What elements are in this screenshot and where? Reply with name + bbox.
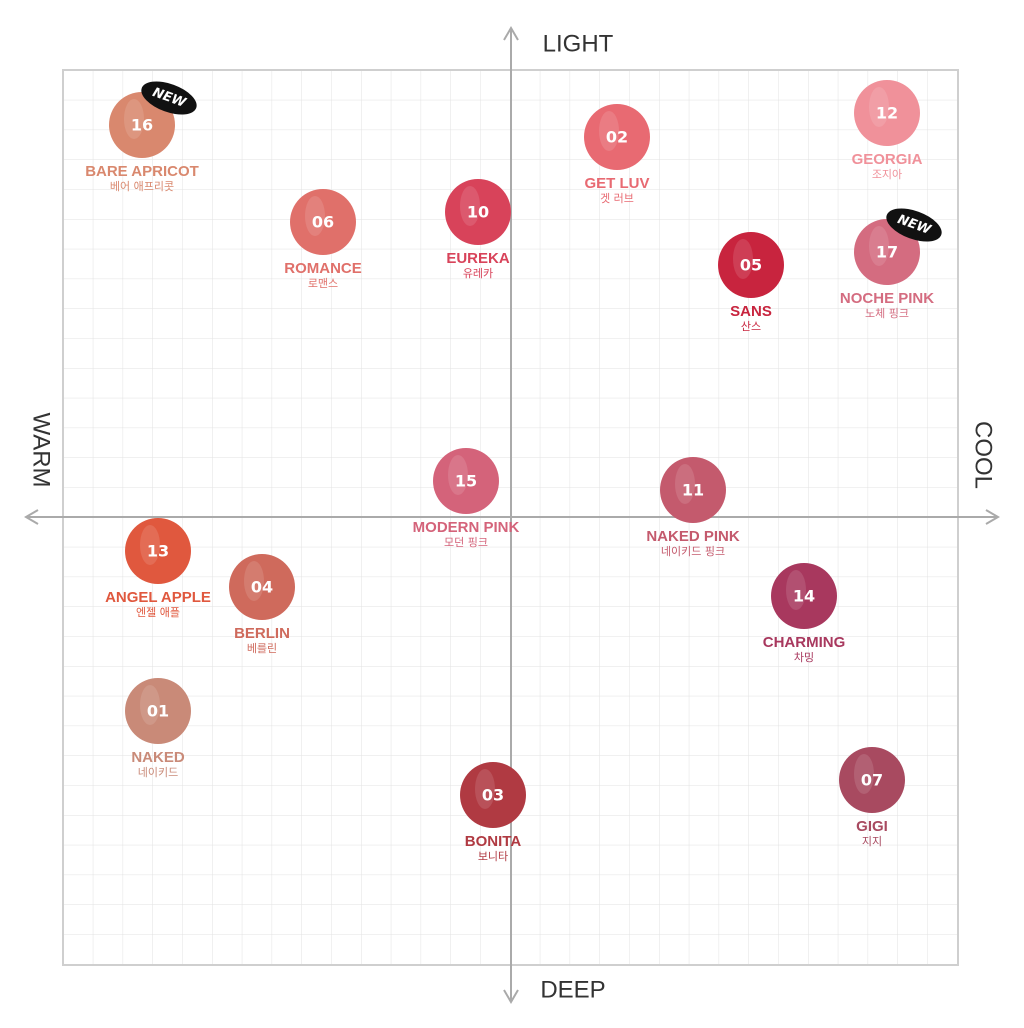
swatch-shine bbox=[448, 455, 468, 495]
swatch-shine bbox=[675, 464, 695, 504]
swatch-shine bbox=[460, 186, 480, 226]
shade-name-ko: 베어 애프리콧 bbox=[110, 180, 174, 193]
axis-bottom: DEEP bbox=[540, 976, 605, 1003]
swatch-shine bbox=[305, 196, 325, 236]
shade-name-ko: 노체 핑크 bbox=[865, 307, 909, 320]
swatch-shine bbox=[599, 111, 619, 151]
swatch-shine bbox=[854, 754, 874, 794]
axis-left: WARM bbox=[28, 412, 55, 487]
shade-name-ko: 산스 bbox=[741, 320, 761, 333]
shade-name: GIGI bbox=[856, 818, 888, 835]
shade-name: BARE APRICOT bbox=[85, 163, 199, 180]
shade-name: EUREKA bbox=[446, 250, 510, 267]
shade-name: NAKED PINK bbox=[646, 528, 740, 545]
shade-name: BONITA bbox=[465, 833, 522, 850]
swatch-shine bbox=[869, 226, 889, 266]
swatch bbox=[584, 104, 650, 170]
swatch-number: 01 bbox=[147, 702, 169, 721]
shade-name: SANS bbox=[730, 303, 772, 320]
swatch-shine bbox=[475, 769, 495, 809]
swatch-number: 14 bbox=[793, 587, 815, 606]
shade-name-ko: 조지아 bbox=[872, 168, 902, 181]
shade-name-ko: 로맨스 bbox=[308, 277, 338, 290]
shade-name: MODERN PINK bbox=[413, 519, 520, 536]
swatch-number: 16 bbox=[131, 116, 153, 135]
swatch bbox=[460, 762, 526, 828]
shade-name: CHARMING bbox=[763, 634, 846, 651]
axis-top: LIGHT bbox=[543, 30, 614, 57]
shade-name-ko: 모던 핑크 bbox=[444, 536, 488, 549]
shade-name-ko: 보니타 bbox=[478, 850, 508, 863]
shade-name-ko: 지지 bbox=[862, 835, 882, 848]
swatch-number: 06 bbox=[312, 213, 334, 232]
swatch-shine bbox=[124, 99, 144, 139]
swatch bbox=[660, 457, 726, 523]
swatch-number: 07 bbox=[861, 771, 883, 790]
shade-name: GET LUV bbox=[584, 175, 649, 192]
swatch bbox=[854, 80, 920, 146]
shade-name: NAKED bbox=[131, 749, 185, 766]
shade-name: GEORGIA bbox=[852, 151, 923, 168]
swatch-number: 17 bbox=[876, 243, 898, 262]
swatch-shine bbox=[786, 570, 806, 610]
swatch-shine bbox=[244, 561, 264, 601]
swatch bbox=[445, 179, 511, 245]
shade-name-ko: 차밍 bbox=[794, 651, 814, 664]
shade-name: NOCHE PINK bbox=[840, 290, 934, 307]
swatch-shine bbox=[869, 87, 889, 127]
swatch bbox=[290, 189, 356, 255]
shade-name: ANGEL APPLE bbox=[105, 589, 211, 606]
shade-name-ko: 유레카 bbox=[463, 267, 493, 280]
shade-name: BERLIN bbox=[234, 625, 290, 642]
swatch-number: 15 bbox=[455, 472, 477, 491]
swatch-number: 03 bbox=[482, 786, 504, 805]
swatch-number: 11 bbox=[682, 481, 704, 500]
swatch-number: 02 bbox=[606, 128, 628, 147]
new-badge-bg bbox=[141, 81, 197, 115]
axis-right: COOL bbox=[970, 421, 997, 489]
swatch-number: 13 bbox=[147, 542, 169, 561]
swatch-number: 05 bbox=[740, 256, 762, 275]
shade-name-ko: 겟 러브 bbox=[600, 192, 634, 205]
swatch bbox=[229, 554, 295, 620]
swatch-number: 12 bbox=[876, 104, 898, 123]
swatch-shine bbox=[140, 525, 160, 565]
shade-name-ko: 네이키드 bbox=[138, 766, 178, 779]
swatch-number: 10 bbox=[467, 203, 489, 222]
swatch bbox=[125, 678, 191, 744]
swatch bbox=[718, 232, 784, 298]
swatch bbox=[125, 518, 191, 584]
shade-name-ko: 엔젤 애플 bbox=[136, 606, 180, 619]
shade-name-ko: 베를린 bbox=[247, 642, 277, 655]
swatch-shine bbox=[733, 239, 753, 279]
shade-name-ko: 네이키드 핑크 bbox=[661, 545, 725, 558]
swatch-number: 04 bbox=[251, 578, 273, 597]
shade-name: ROMANCE bbox=[284, 260, 362, 277]
swatch bbox=[771, 563, 837, 629]
swatch-shine bbox=[140, 685, 160, 725]
new-badge-bg bbox=[886, 208, 942, 242]
axis-arrows bbox=[24, 26, 1000, 1004]
swatch bbox=[433, 448, 499, 514]
swatch bbox=[839, 747, 905, 813]
